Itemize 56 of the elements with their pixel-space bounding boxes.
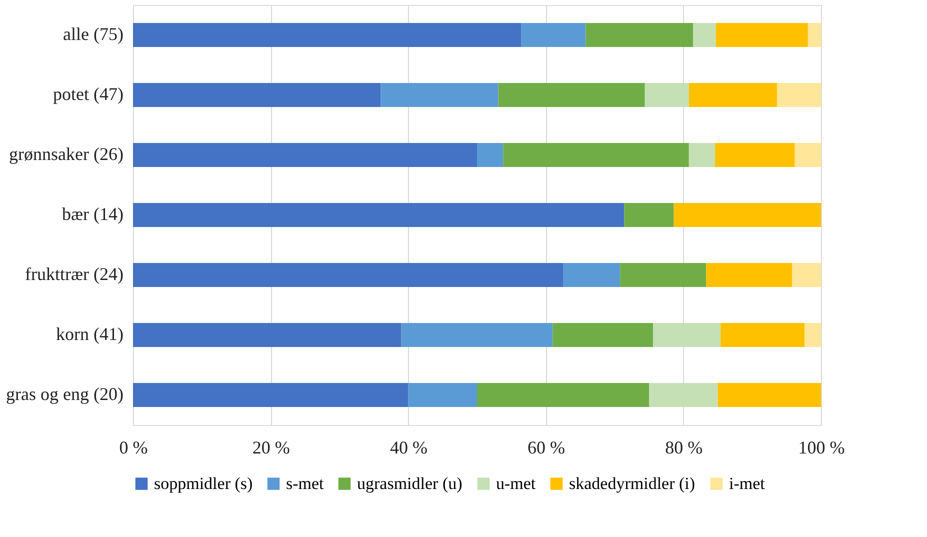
legend-label: skadedyrmidler (i) (569, 474, 696, 493)
bar (133, 383, 408, 407)
bar (716, 23, 808, 47)
bar (133, 23, 522, 47)
x-tick-label: 0 % (119, 438, 148, 458)
y-tick-label: bær (14) (62, 204, 124, 224)
bar (401, 323, 553, 347)
bar (552, 323, 654, 347)
bar (693, 23, 716, 47)
bar (653, 323, 721, 347)
bar (133, 263, 563, 287)
bar (706, 263, 792, 287)
bar (776, 83, 821, 107)
y-tick-label: potet (47) (53, 84, 124, 104)
y-tick-label: korn (41) (56, 324, 124, 344)
y-tick-label: grønnsaker (26) (9, 144, 124, 164)
bar (477, 383, 649, 407)
bar (503, 143, 689, 167)
x-tick-label: 100 % (798, 438, 845, 458)
bar (688, 83, 777, 107)
bar (133, 83, 381, 107)
bar (133, 143, 477, 167)
bar (408, 383, 477, 407)
bar (804, 323, 821, 347)
bar (498, 83, 645, 107)
x-tick-label: 80 % (665, 438, 703, 458)
y-tick-label: gras og eng (20) (6, 384, 124, 404)
x-tick-label: 20 % (252, 438, 290, 458)
bar (644, 83, 689, 107)
bar (521, 23, 586, 47)
bar (674, 203, 821, 227)
legend-label: u-met (496, 474, 536, 493)
bar (715, 143, 795, 167)
bar (477, 143, 504, 167)
bar (563, 263, 620, 287)
bar (792, 263, 821, 287)
legend-label: s-met (286, 474, 324, 493)
y-tick-label: alle (75) (63, 24, 124, 44)
bar (718, 383, 821, 407)
x-tick-label: 40 % (390, 438, 428, 458)
bar (133, 203, 624, 227)
y-tick-label: frukttrær (24) (25, 264, 124, 284)
bar (586, 23, 694, 47)
legend-label: i-met (729, 474, 766, 493)
bar (620, 263, 706, 287)
x-tick-label: 60 % (528, 438, 566, 458)
legend-label: ugrasmidler (u) (357, 474, 462, 493)
legend-label: soppmidler (s) (154, 474, 253, 493)
bar (688, 143, 716, 167)
bar (624, 203, 674, 227)
bar (649, 383, 718, 407)
bar (794, 143, 821, 167)
bar (133, 323, 402, 347)
bar (808, 23, 821, 47)
bar (720, 323, 804, 347)
bar (380, 83, 498, 107)
